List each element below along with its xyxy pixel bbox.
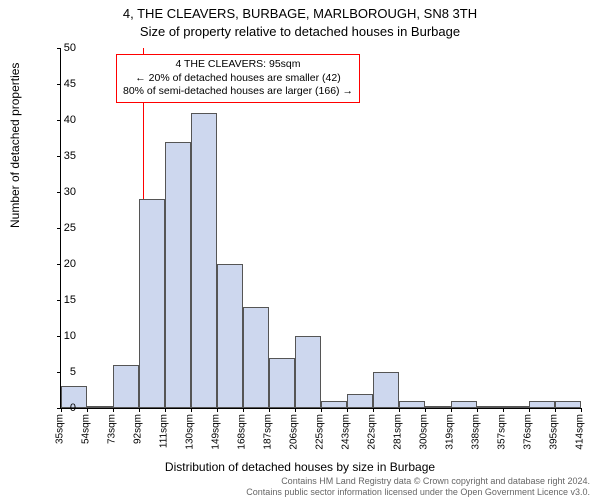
xtick-mark: [373, 408, 374, 412]
xtick-mark: [87, 408, 88, 412]
ytick-label: 40: [48, 114, 76, 126]
xtick-mark: [243, 408, 244, 412]
xtick-label: 73sqm: [107, 414, 118, 444]
x-axis-label: Distribution of detached houses by size …: [0, 460, 600, 474]
xtick-mark: [321, 408, 322, 412]
ytick-label: 20: [48, 258, 76, 270]
ytick-label: 30: [48, 186, 76, 198]
histogram-bar: [555, 401, 581, 408]
xtick-label: 357sqm: [497, 414, 508, 450]
histogram-bar: [529, 401, 555, 408]
xtick-mark: [295, 408, 296, 412]
ytick-label: 5: [48, 366, 76, 378]
ytick-label: 35: [48, 150, 76, 162]
histogram-bar: [191, 113, 217, 408]
xtick-mark: [113, 408, 114, 412]
chart-subtitle: Size of property relative to detached ho…: [0, 24, 600, 39]
ytick-label: 0: [48, 402, 76, 414]
histogram-bar: [269, 358, 295, 408]
xtick-mark: [425, 408, 426, 412]
xtick-label: 206sqm: [289, 414, 300, 450]
ytick-label: 25: [48, 222, 76, 234]
xtick-label: 130sqm: [185, 414, 196, 450]
xtick-mark: [269, 408, 270, 412]
xtick-mark: [581, 408, 582, 412]
xtick-mark: [503, 408, 504, 412]
xtick-mark: [217, 408, 218, 412]
xtick-label: 92sqm: [133, 414, 144, 444]
xtick-label: 35sqm: [55, 414, 66, 444]
xtick-mark: [347, 408, 348, 412]
ytick-label: 10: [48, 330, 76, 342]
xtick-label: 395sqm: [549, 414, 560, 450]
ytick-label: 15: [48, 294, 76, 306]
xtick-mark: [529, 408, 530, 412]
annotation-box: 4 THE CLEAVERS: 95sqm ← 20% of detached …: [116, 54, 360, 103]
xtick-mark: [139, 408, 140, 412]
xtick-label: 262sqm: [367, 414, 378, 450]
histogram-bar: [477, 406, 503, 408]
ytick-label: 45: [48, 78, 76, 90]
histogram-bar: [399, 401, 425, 408]
xtick-label: 54sqm: [81, 414, 92, 444]
xtick-label: 338sqm: [471, 414, 482, 450]
histogram-bar: [165, 142, 191, 408]
xtick-mark: [191, 408, 192, 412]
xtick-label: 414sqm: [575, 414, 586, 450]
histogram-bar: [217, 264, 243, 408]
histogram-bar: [373, 372, 399, 408]
histogram-bar: [321, 401, 347, 408]
chart-title-address: 4, THE CLEAVERS, BURBAGE, MARLBOROUGH, S…: [0, 6, 600, 21]
footer-line2: Contains public sector information licen…: [246, 487, 590, 498]
histogram-bar: [139, 199, 165, 408]
xtick-label: 300sqm: [419, 414, 430, 450]
xtick-label: 111sqm: [159, 414, 170, 448]
histogram-bar: [87, 406, 113, 408]
xtick-mark: [451, 408, 452, 412]
xtick-label: 281sqm: [393, 414, 404, 450]
histogram-bar: [425, 406, 451, 408]
xtick-label: 225sqm: [315, 414, 326, 450]
xtick-mark: [165, 408, 166, 412]
xtick-label: 149sqm: [211, 414, 222, 450]
histogram-bar: [113, 365, 139, 408]
ytick-label: 50: [48, 42, 76, 54]
histogram-bar: [295, 336, 321, 408]
xtick-mark: [477, 408, 478, 412]
xtick-label: 376sqm: [523, 414, 534, 450]
annotation-line2: ← 20% of detached houses are smaller (42…: [123, 72, 353, 86]
y-axis-label: Number of detached properties: [8, 63, 22, 228]
xtick-mark: [399, 408, 400, 412]
annotation-line1: 4 THE CLEAVERS: 95sqm: [123, 58, 353, 72]
chart-container: 4, THE CLEAVERS, BURBAGE, MARLBOROUGH, S…: [0, 0, 600, 500]
xtick-label: 187sqm: [263, 414, 274, 450]
histogram-bar: [243, 307, 269, 408]
plot-area: 4 THE CLEAVERS: 95sqm ← 20% of detached …: [60, 48, 581, 409]
annotation-line3: 80% of semi-detached houses are larger (…: [123, 85, 353, 99]
histogram-bar: [503, 406, 529, 408]
footer-line1: Contains HM Land Registry data © Crown c…: [246, 476, 590, 487]
xtick-label: 243sqm: [341, 414, 352, 450]
xtick-label: 168sqm: [237, 414, 248, 450]
histogram-bar: [451, 401, 477, 408]
xtick-label: 319sqm: [445, 414, 456, 450]
histogram-bar: [347, 394, 373, 408]
footer-attribution: Contains HM Land Registry data © Crown c…: [246, 476, 590, 498]
xtick-mark: [555, 408, 556, 412]
